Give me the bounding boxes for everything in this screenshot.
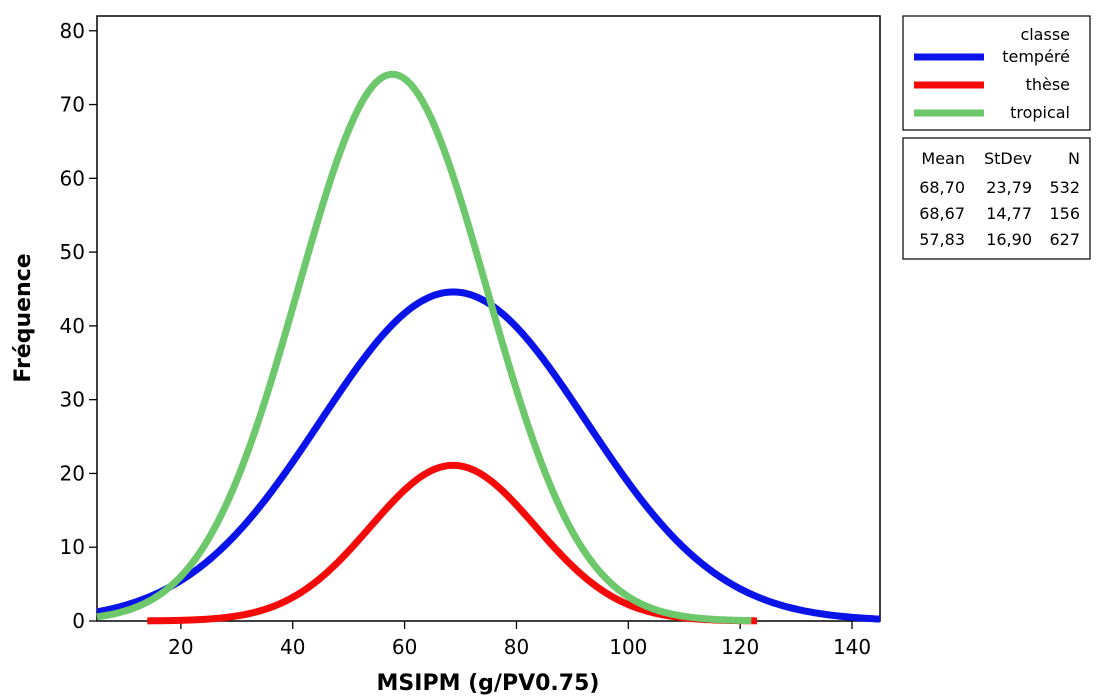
stats-table: Mean StDev N 68,70 23,79 532 68,67 14,77 156 57,8… [902,137,1091,260]
x-tick-label: 140 [833,635,871,659]
stats-cell: 57,83 [919,230,965,249]
x-tick-label: 40 [280,635,305,659]
y-tick-label: 0 [72,609,85,633]
series-layer [95,70,881,625]
stats-header: Mean [921,149,965,168]
legend: classe tempéré thèse tropical [902,15,1091,131]
series-line-tropical [95,70,753,625]
y-tick-label: 10 [60,535,85,559]
stats-cell: 14,77 [986,204,1032,223]
y-tick-label: 60 [60,166,85,190]
y-tick-label: 40 [60,314,85,338]
x-axis-title: MSIPM (g/PV0.75) [377,671,600,696]
stats-cell: 68,70 [919,178,965,197]
stats-cell: 23,79 [986,178,1032,197]
x-axis: 20 40 60 80 100 120 140 [168,621,871,659]
stats-cell: 532 [1049,178,1080,197]
stats-header: N [1068,149,1080,168]
x-tick-label: 100 [609,635,647,659]
legend-title: classe [1020,25,1070,44]
y-tick-label: 80 [60,19,85,43]
stats-cell: 156 [1049,204,1080,223]
y-tick-label: 20 [60,461,85,485]
stats-cell: 16,90 [986,230,1032,249]
stats-cell: 68,67 [919,204,965,223]
stats-box [902,137,1091,260]
y-tick-label: 70 [60,93,85,117]
x-tick-label: 60 [392,635,417,659]
y-axis: 0 10 20 30 40 50 60 70 80 [60,19,97,633]
legend-label: tropical [1010,103,1070,122]
legend-label: tempéré [1002,47,1070,66]
x-tick-label: 120 [721,635,759,659]
plot-frame [96,15,881,622]
legend-label: thèse [1026,75,1070,94]
y-tick-label: 50 [60,240,85,264]
y-axis-title: Fréquence [11,253,36,382]
stats-header: StDev [984,149,1032,168]
x-tick-label: 80 [504,635,529,659]
y-tick-label: 30 [60,388,85,412]
stats-cell: 627 [1049,230,1080,249]
x-tick-label: 20 [168,635,193,659]
